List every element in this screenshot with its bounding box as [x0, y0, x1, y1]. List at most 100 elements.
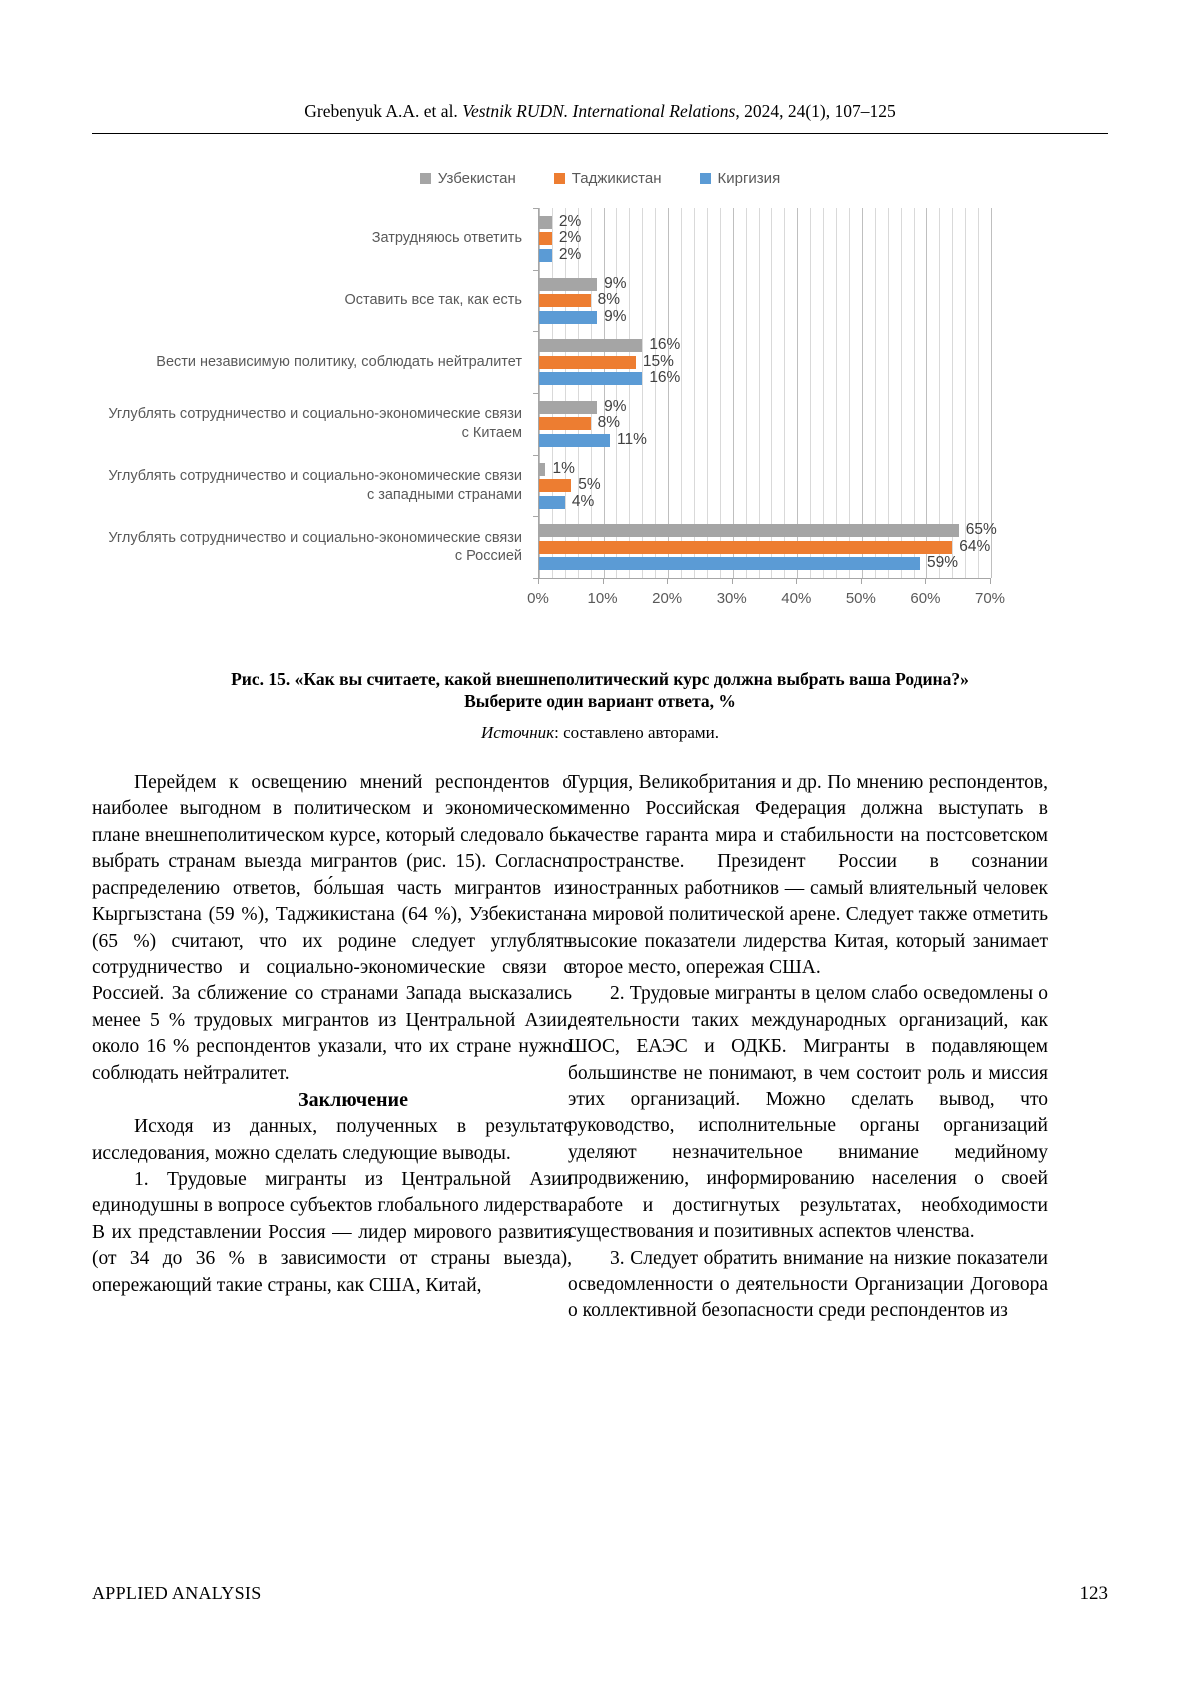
legend-swatch-icon	[700, 173, 711, 184]
chart-bar	[539, 434, 610, 447]
chart-category-tick	[533, 331, 539, 332]
running-head-issue: , 2024, 24(1), 107–125	[735, 101, 895, 121]
chart-bar	[539, 541, 952, 554]
chart-x-tick-label: 40%	[781, 590, 811, 607]
chart-bar	[539, 294, 591, 307]
legend-item: Таджикистан	[554, 170, 662, 187]
chart-gridline-minor	[694, 208, 695, 578]
chart-gridline-minor	[707, 208, 708, 578]
chart-x-tick-labels: 0%10%20%30%40%50%60%70%	[538, 590, 990, 614]
figure-caption-line-2: Выберите один вариант ответа, %	[92, 690, 1108, 712]
chart-gridline-minor	[836, 208, 837, 578]
legend-label: Узбекистан	[438, 170, 516, 187]
chart-gridline-minor	[681, 208, 682, 578]
chart-gridline-minor	[939, 208, 940, 578]
chart-gridline-minor	[952, 208, 953, 578]
paragraph: 1. Трудовые мигранты из Центральной Азии…	[92, 1167, 572, 1299]
chart-x-tick	[861, 578, 862, 584]
running-head-authors: Grebenyuk A.A. et al.	[304, 101, 462, 121]
chart-bar	[539, 496, 565, 509]
chart-category-label: Углублять сотрудничество и социально-эко…	[102, 529, 522, 566]
chart-category-tick	[533, 270, 539, 271]
chart-bar-value-label: 64%	[959, 540, 990, 553]
chart-gridline-minor	[720, 208, 721, 578]
chart-bar-value-label: 16%	[649, 338, 680, 351]
chart-gridline-minor	[875, 208, 876, 578]
figure-source: Источник: составлено авторами.	[92, 723, 1108, 743]
chart-bar	[539, 372, 642, 385]
chart-gridline-minor	[914, 208, 915, 578]
chart-gridline-major	[797, 208, 798, 578]
figure-source-text: : составлено авторами.	[554, 723, 719, 742]
section-heading-conclusion: Заключение	[92, 1087, 572, 1114]
chart-gridline-minor	[784, 208, 785, 578]
chart-gridline-major	[862, 208, 863, 578]
footer-page-number: 123	[1080, 1583, 1109, 1605]
paragraph: Перейдем к освещению мнений респондентов…	[92, 770, 572, 1087]
chart-bar	[539, 278, 597, 291]
chart-bar-value-label: 2%	[559, 248, 581, 261]
chart-gridline-minor	[810, 208, 811, 578]
chart-category-label: Оставить все так, как есть	[102, 291, 522, 310]
chart-x-tick-label: 70%	[975, 590, 1005, 607]
chart-gridline-minor	[578, 208, 579, 578]
chart-category-label: Углублять сотрудничество и социально-эко…	[102, 405, 522, 442]
chart-category-label: Вести независимую политику, соблюдать не…	[102, 353, 522, 372]
chart-x-tick-label: 0%	[527, 590, 549, 607]
chart-bar	[539, 401, 597, 414]
chart-bar-value-label: 15%	[643, 355, 674, 368]
legend-item: Киргизия	[700, 170, 781, 187]
legend-swatch-icon	[420, 173, 431, 184]
chart-x-tick	[925, 578, 926, 584]
legend-label: Таджикистан	[572, 170, 662, 187]
chart-category-tick	[533, 516, 539, 517]
chart-x-tick	[538, 578, 539, 584]
running-head-journal: Vestnik RUDN. International Relations	[462, 101, 735, 121]
chart-x-tick-label: 20%	[652, 590, 682, 607]
chart-bar	[539, 232, 552, 245]
chart-x-tick	[667, 578, 668, 584]
chart-legend: Узбекистан Таджикистан Киргизия	[92, 170, 1108, 187]
chart-x-tick	[990, 578, 991, 584]
chart-gridline-major	[604, 208, 605, 578]
chart-gridline-minor	[901, 208, 902, 578]
chart-bar	[539, 311, 597, 324]
chart-gridline-minor	[888, 208, 889, 578]
chart-gridline-minor	[655, 208, 656, 578]
chart-bar-value-label: 5%	[578, 478, 600, 491]
chart-gridline-minor	[823, 208, 824, 578]
chart-bar-value-label: 8%	[598, 293, 620, 306]
figure-caption-line-1: Рис. 15. «Как вы считаете, какой внешнеп…	[92, 668, 1108, 690]
paragraph: 3. Следует обратить внимание на низкие п…	[568, 1246, 1048, 1325]
chart-bar	[539, 479, 571, 492]
chart-gridline-minor	[616, 208, 617, 578]
body-column-left: Перейдем к освещению мнений респондентов…	[92, 770, 572, 1299]
chart-bar-value-label: 4%	[572, 495, 594, 508]
chart-gridline-minor	[565, 208, 566, 578]
chart-gridline-minor	[642, 208, 643, 578]
chart-x-tick-label: 10%	[588, 590, 618, 607]
chart-gridline-major	[668, 208, 669, 578]
chart-bar-value-label: 9%	[604, 310, 626, 323]
document-page: Grebenyuk A.A. et al. Vestnik RUDN. Inte…	[0, 0, 1200, 1698]
chart-bar	[539, 524, 959, 537]
chart-gridline-minor	[552, 208, 553, 578]
running-head: Grebenyuk A.A. et al. Vestnik RUDN. Inte…	[92, 100, 1108, 123]
chart-x-tick-label: 30%	[717, 590, 747, 607]
figure-source-label: Источник	[481, 723, 554, 742]
chart-bar-value-label: 8%	[598, 416, 620, 429]
chart-x-tick	[603, 578, 604, 584]
chart-x-tick-label: 50%	[846, 590, 876, 607]
chart-bar	[539, 356, 636, 369]
chart-gridline-minor	[746, 208, 747, 578]
chart-category-label: Затрудняюсь ответить	[102, 229, 522, 248]
footer-section-name: APPLIED ANALYSIS	[92, 1583, 262, 1604]
chart-gridline-minor	[849, 208, 850, 578]
chart-bar-value-label: 2%	[559, 215, 581, 228]
chart-gridline-minor	[759, 208, 760, 578]
chart-x-axis-line	[538, 578, 990, 579]
chart-bar-value-label: 2%	[559, 231, 581, 244]
paragraph: Турция, Великобритания и др. По мнению р…	[568, 770, 1048, 981]
chart-axes: 2%2%2%9%8%9%16%15%16%9%8%11%1%5%4%65%64%…	[538, 208, 990, 578]
chart-x-tick-label: 60%	[910, 590, 940, 607]
